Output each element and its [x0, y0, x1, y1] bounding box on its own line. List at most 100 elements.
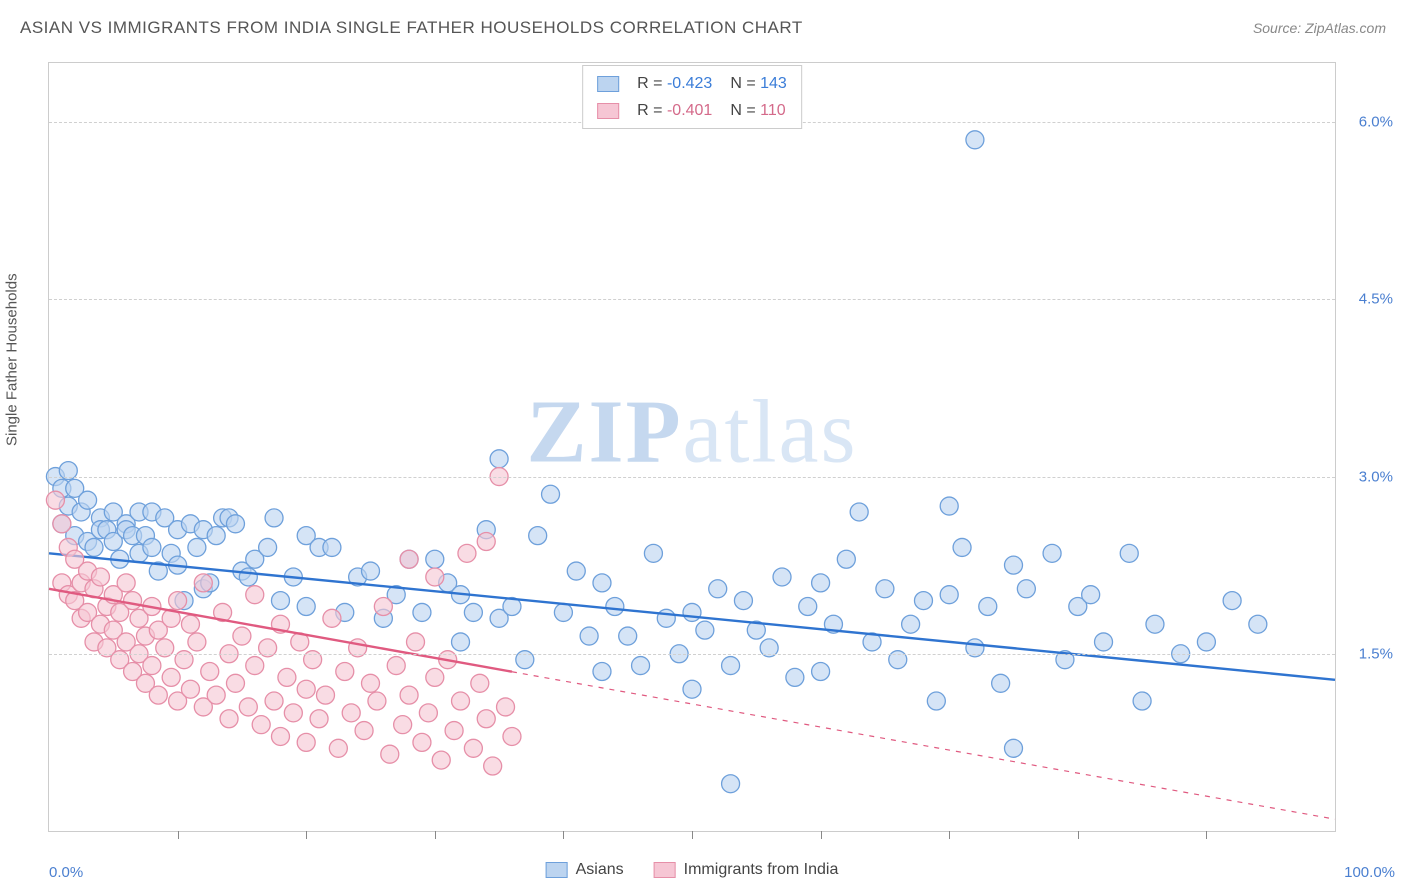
- scatter-point: [226, 674, 244, 692]
- scatter-point: [400, 550, 418, 568]
- scatter-point: [278, 668, 296, 686]
- scatter-point: [207, 527, 225, 545]
- n-label: N =: [730, 102, 755, 119]
- r-value-india: -0.401: [667, 102, 712, 119]
- scatter-point: [542, 485, 560, 503]
- scatter-point: [91, 568, 109, 586]
- scatter-point: [1005, 739, 1023, 757]
- scatter-point: [143, 657, 161, 675]
- stats-row-india: R = -0.401 N = 110: [597, 97, 787, 124]
- scatter-point: [722, 657, 740, 675]
- scatter-point: [117, 574, 135, 592]
- scatter-point: [194, 574, 212, 592]
- n-label: N =: [730, 75, 755, 92]
- scatter-point: [419, 704, 437, 722]
- scatter-point: [323, 609, 341, 627]
- scatter-point: [316, 686, 334, 704]
- scatter-point: [259, 538, 277, 556]
- scatter-point: [362, 674, 380, 692]
- scatter-point: [297, 733, 315, 751]
- legend-item-india: Immigrants from India: [654, 861, 839, 879]
- scatter-point: [773, 568, 791, 586]
- scatter-point: [683, 603, 701, 621]
- scatter-point: [169, 592, 187, 610]
- trend-line: [49, 553, 1335, 679]
- scatter-point: [696, 621, 714, 639]
- scatter-point: [1223, 592, 1241, 610]
- y-axis-label: Single Father Households: [4, 273, 21, 446]
- scatter-point: [1095, 633, 1113, 651]
- scatter-point: [374, 598, 392, 616]
- scatter-point: [799, 598, 817, 616]
- legend-label-asians: Asians: [576, 861, 624, 879]
- scatter-point: [336, 662, 354, 680]
- scatter-point: [297, 680, 315, 698]
- scatter-point: [426, 550, 444, 568]
- y-tick-label: 3.0%: [1359, 468, 1393, 485]
- scatter-point: [850, 503, 868, 521]
- scatter-point: [1146, 615, 1164, 633]
- y-tick-label: 6.0%: [1359, 114, 1393, 131]
- scatter-point: [1120, 544, 1138, 562]
- scatter-point: [709, 580, 727, 598]
- legend-label-india: Immigrants from India: [684, 861, 839, 879]
- scatter-point: [940, 497, 958, 515]
- scatter-point: [362, 562, 380, 580]
- scatter-point: [323, 538, 341, 556]
- scatter-point: [394, 716, 412, 734]
- n-value-india: 110: [760, 102, 786, 119]
- scatter-point: [226, 515, 244, 533]
- trend-line-dashed: [512, 672, 1335, 819]
- scatter-point: [368, 692, 386, 710]
- scatter-point: [497, 698, 515, 716]
- scatter-point: [979, 598, 997, 616]
- scatter-point: [265, 692, 283, 710]
- scatter-point: [381, 745, 399, 763]
- scatter-point: [188, 633, 206, 651]
- scatter-point: [644, 544, 662, 562]
- scatter-point: [329, 739, 347, 757]
- scatter-point: [966, 131, 984, 149]
- scatter-point: [722, 775, 740, 793]
- legend-item-asians: Asians: [546, 861, 624, 879]
- scatter-point: [490, 450, 508, 468]
- scatter-point: [310, 710, 328, 728]
- scatter-point: [503, 727, 521, 745]
- scatter-point: [181, 615, 199, 633]
- scatter-point: [452, 692, 470, 710]
- scatter-point: [1197, 633, 1215, 651]
- r-label: R =: [637, 75, 662, 92]
- scatter-point: [246, 657, 264, 675]
- scatter-point: [992, 674, 1010, 692]
- scatter-point: [297, 598, 315, 616]
- scatter-point: [53, 515, 71, 533]
- scatter-point: [657, 609, 675, 627]
- scatter-point: [445, 722, 463, 740]
- scatter-point: [1249, 615, 1267, 633]
- scatter-point: [432, 751, 450, 769]
- scatter-point: [606, 598, 624, 616]
- scatter-point: [79, 491, 97, 509]
- scatter-point: [149, 686, 167, 704]
- scatter-point: [355, 722, 373, 740]
- scatter-point: [201, 662, 219, 680]
- scatter-point: [464, 603, 482, 621]
- y-tick-label: 1.5%: [1359, 645, 1393, 662]
- plot-svg: [49, 63, 1335, 831]
- x-max-label: 100.0%: [1344, 864, 1395, 881]
- scatter-point: [162, 668, 180, 686]
- scatter-point: [407, 633, 425, 651]
- y-tick-label: 4.5%: [1359, 291, 1393, 308]
- legend: Asians Immigrants from India: [546, 861, 839, 879]
- scatter-point: [284, 704, 302, 722]
- scatter-point: [252, 716, 270, 734]
- scatter-point: [426, 568, 444, 586]
- scatter-point: [1017, 580, 1035, 598]
- scatter-point: [554, 603, 572, 621]
- scatter-point: [342, 704, 360, 722]
- scatter-point: [953, 538, 971, 556]
- swatch-india: [597, 103, 619, 119]
- scatter-point: [207, 686, 225, 704]
- scatter-point: [181, 680, 199, 698]
- scatter-point: [124, 592, 142, 610]
